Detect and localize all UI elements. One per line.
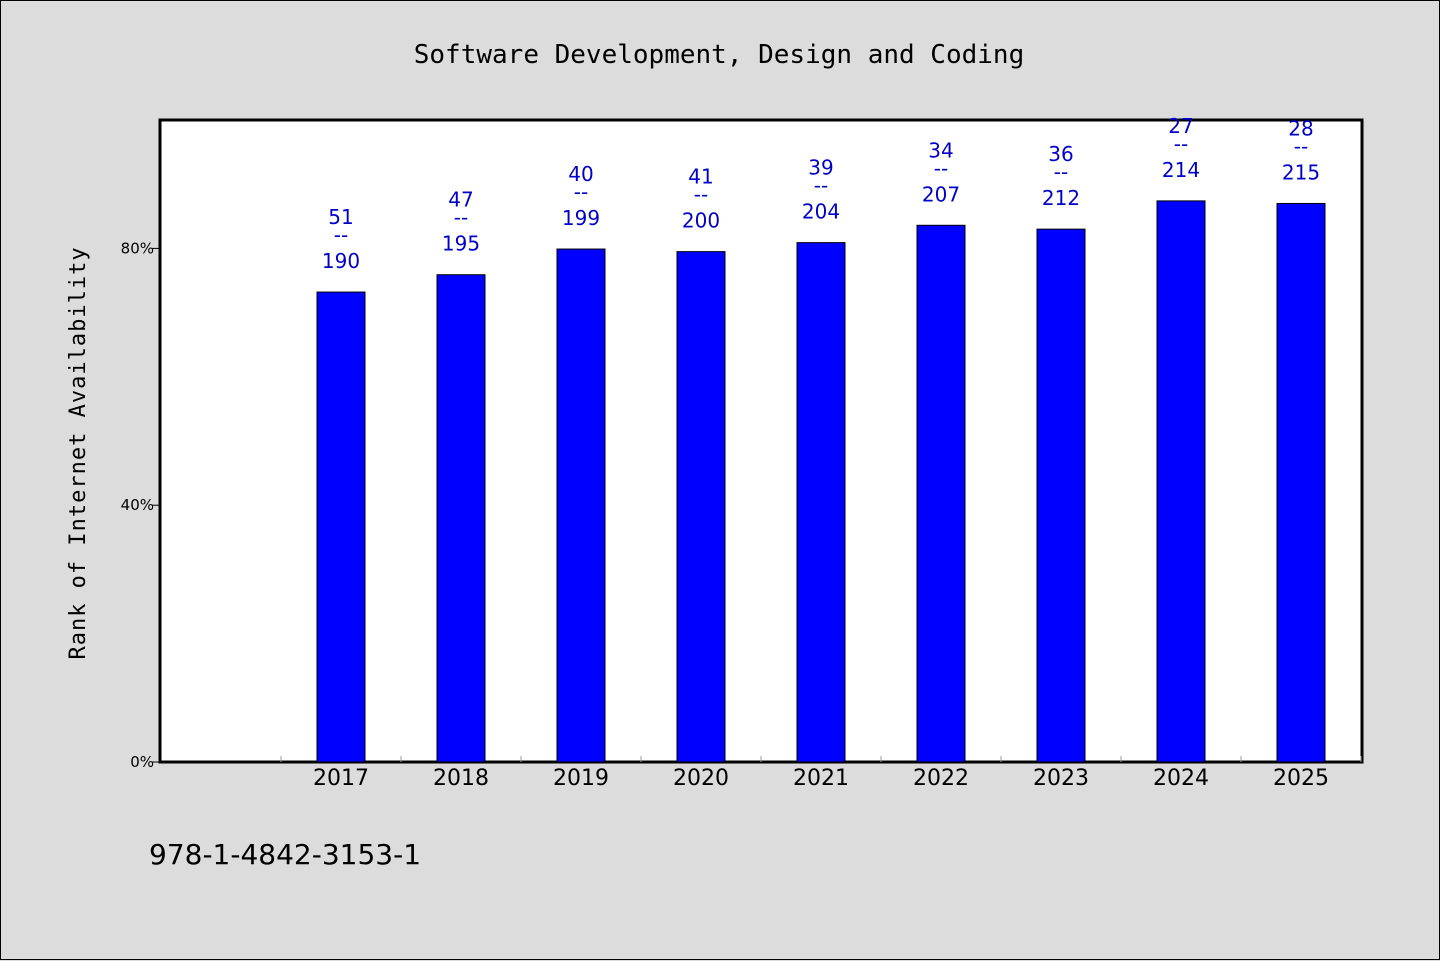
bar-label-separator: --	[1054, 160, 1068, 184]
bar-rank-label: 39	[808, 156, 833, 180]
bar-label-separator: --	[1174, 132, 1188, 156]
bar-rank-label: 28	[1288, 116, 1313, 140]
x-tick-label: 2024	[1153, 766, 1209, 791]
bar	[1156, 200, 1206, 763]
bar-total-label: 195	[442, 232, 480, 256]
bar	[916, 224, 966, 763]
y-tick-label: 80%	[121, 239, 154, 257]
x-tick-label: 2021	[793, 766, 849, 791]
y-axis-label: Rank of Internet Availability	[66, 246, 91, 659]
bar-total-label: 212	[1042, 186, 1080, 210]
bar-total-label: 215	[1282, 160, 1320, 184]
x-tick-label: 2022	[913, 766, 969, 791]
bar	[316, 291, 366, 763]
bar-total-label: 207	[922, 182, 960, 206]
chart-title: Software Development, Design and Coding	[414, 40, 1024, 70]
bar-label-separator: --	[814, 174, 828, 198]
bar-rank-label: 27	[1168, 114, 1193, 138]
bar-total-label: 204	[802, 200, 840, 224]
bar	[676, 251, 726, 763]
bar-label-separator: --	[934, 156, 948, 180]
bar-total-label: 190	[322, 249, 360, 273]
x-axis: 2017 2018 2019 2020 2021 2022 2023 2024 2025	[280, 756, 1362, 791]
bar-label-separator: --	[574, 180, 588, 204]
bar-rank-label: 47	[448, 188, 473, 212]
bar	[1036, 228, 1086, 763]
y-axis: 0% 40% 80%	[121, 239, 160, 771]
y-tick-label: 0%	[130, 753, 154, 771]
bar-label-separator: --	[334, 223, 348, 247]
bar	[556, 248, 606, 763]
data-labels: 51--19047--19540--19941--20039--20434--2…	[322, 114, 1320, 273]
bar-total-label: 199	[562, 206, 600, 230]
bar-rank-label: 34	[928, 138, 953, 162]
x-tick-label: 2018	[433, 766, 489, 791]
bar-label-separator: --	[694, 183, 708, 207]
x-tick-label: 2019	[553, 766, 609, 791]
bar	[436, 274, 486, 763]
bar	[1276, 202, 1326, 763]
y-tick-label: 40%	[121, 496, 154, 514]
bar-label-separator: --	[1294, 134, 1308, 158]
x-tick-label: 2023	[1033, 766, 1089, 791]
x-tick-label: 2017	[313, 766, 369, 791]
bar	[796, 242, 846, 763]
bar-rank-label: 40	[568, 162, 593, 186]
bar-label-separator: --	[454, 206, 468, 230]
bar-total-label: 214	[1162, 158, 1200, 182]
bars	[316, 200, 1326, 763]
bar-rank-label: 51	[328, 205, 353, 229]
isbn-label: 978-1-4842-3153-1	[149, 838, 421, 871]
x-tick-label: 2020	[673, 766, 729, 791]
bar-rank-label: 41	[688, 165, 713, 189]
bar-total-label: 200	[682, 209, 720, 233]
bar-rank-label: 36	[1048, 142, 1073, 166]
x-tick-label: 2025	[1273, 766, 1329, 791]
